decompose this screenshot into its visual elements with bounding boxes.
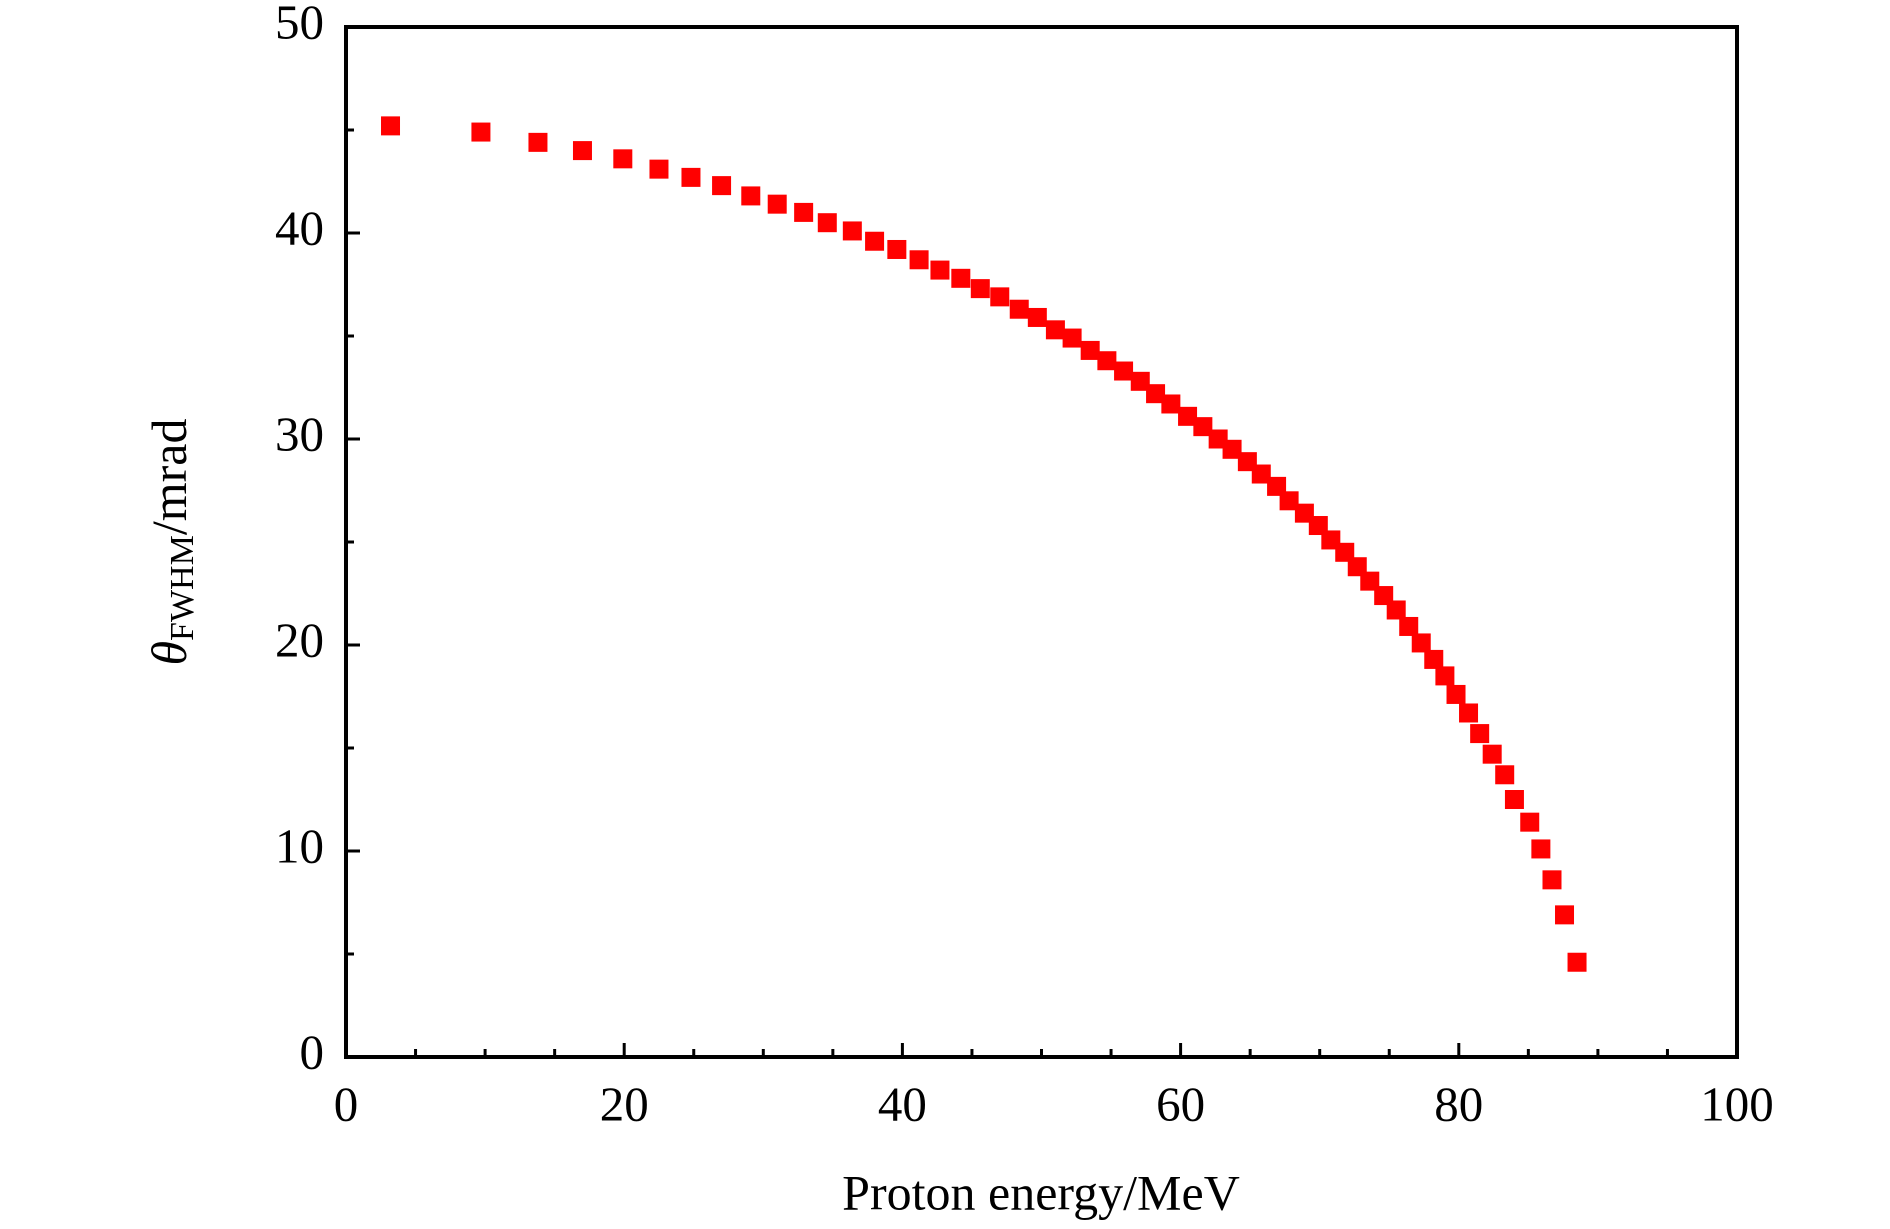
marker	[794, 202, 814, 222]
marker	[1161, 394, 1181, 414]
marker	[865, 231, 885, 251]
marker	[842, 221, 862, 241]
marker	[1279, 491, 1299, 511]
marker	[741, 186, 761, 206]
x-tick-label: 80	[1434, 1076, 1483, 1131]
marker	[712, 176, 732, 196]
marker	[1009, 299, 1029, 319]
plot-frame	[344, 25, 1739, 1059]
marker	[1178, 406, 1198, 426]
marker	[1542, 870, 1562, 890]
marker	[1360, 571, 1380, 591]
x-tick-label: 100	[1700, 1076, 1774, 1131]
y-axis-title: θFWHM/mrad	[141, 419, 200, 666]
x-tick-label: 20	[600, 1076, 649, 1131]
marker	[1114, 361, 1134, 381]
marker	[1045, 320, 1065, 340]
marker	[1222, 439, 1242, 459]
marker	[887, 239, 907, 259]
marker	[970, 279, 990, 299]
marker	[681, 167, 701, 187]
marker	[930, 260, 950, 280]
marker	[1193, 417, 1213, 437]
marker	[1504, 790, 1524, 809]
marker	[1146, 384, 1166, 404]
marker	[951, 268, 971, 288]
x-axis-title: Proton energy/MeV	[842, 1164, 1240, 1220]
marker	[1567, 952, 1587, 972]
marker	[909, 250, 929, 270]
marker	[1130, 371, 1150, 391]
marker	[1347, 557, 1367, 577]
marker	[1424, 649, 1444, 669]
marker	[990, 287, 1010, 307]
marker	[613, 149, 633, 169]
marker	[1080, 340, 1100, 360]
marker	[1062, 328, 1082, 348]
marker	[1520, 812, 1540, 832]
marker	[1027, 307, 1047, 327]
marker	[1482, 744, 1502, 764]
y-tick-label: 40	[275, 200, 324, 255]
marker	[471, 122, 491, 142]
marker	[817, 213, 837, 233]
marker	[1411, 633, 1431, 653]
y-tick-label: 50	[275, 0, 324, 49]
marker	[1470, 724, 1490, 744]
marker	[649, 159, 669, 179]
marker	[1374, 586, 1394, 606]
x-tick-label: 0	[334, 1076, 359, 1131]
y-tick-label: 0	[300, 1024, 325, 1079]
marker	[1386, 600, 1406, 620]
marker	[1399, 616, 1419, 636]
marker	[1335, 542, 1355, 562]
marker	[381, 116, 401, 136]
marker	[767, 194, 787, 214]
marker	[1555, 905, 1575, 925]
marker	[1446, 684, 1466, 704]
y-tick-label: 10	[275, 818, 324, 873]
y-axis-unit: /mrad	[141, 419, 197, 536]
marker	[1267, 476, 1287, 496]
marker	[572, 141, 592, 161]
x-tick-label: 40	[878, 1076, 927, 1131]
y-axis-symbol: θ	[141, 641, 197, 666]
marker	[528, 132, 548, 152]
marker	[1459, 703, 1479, 723]
marker	[1531, 839, 1551, 859]
marker	[1251, 464, 1271, 484]
marker	[1435, 666, 1455, 686]
marker	[1308, 516, 1328, 536]
marker	[1495, 765, 1515, 785]
marker	[1097, 351, 1117, 371]
y-axis-subscript: FWHM	[164, 535, 201, 641]
y-tick-label: 20	[275, 612, 324, 667]
x-tick-label: 60	[1156, 1076, 1205, 1131]
y-tick-label: 30	[275, 406, 324, 461]
